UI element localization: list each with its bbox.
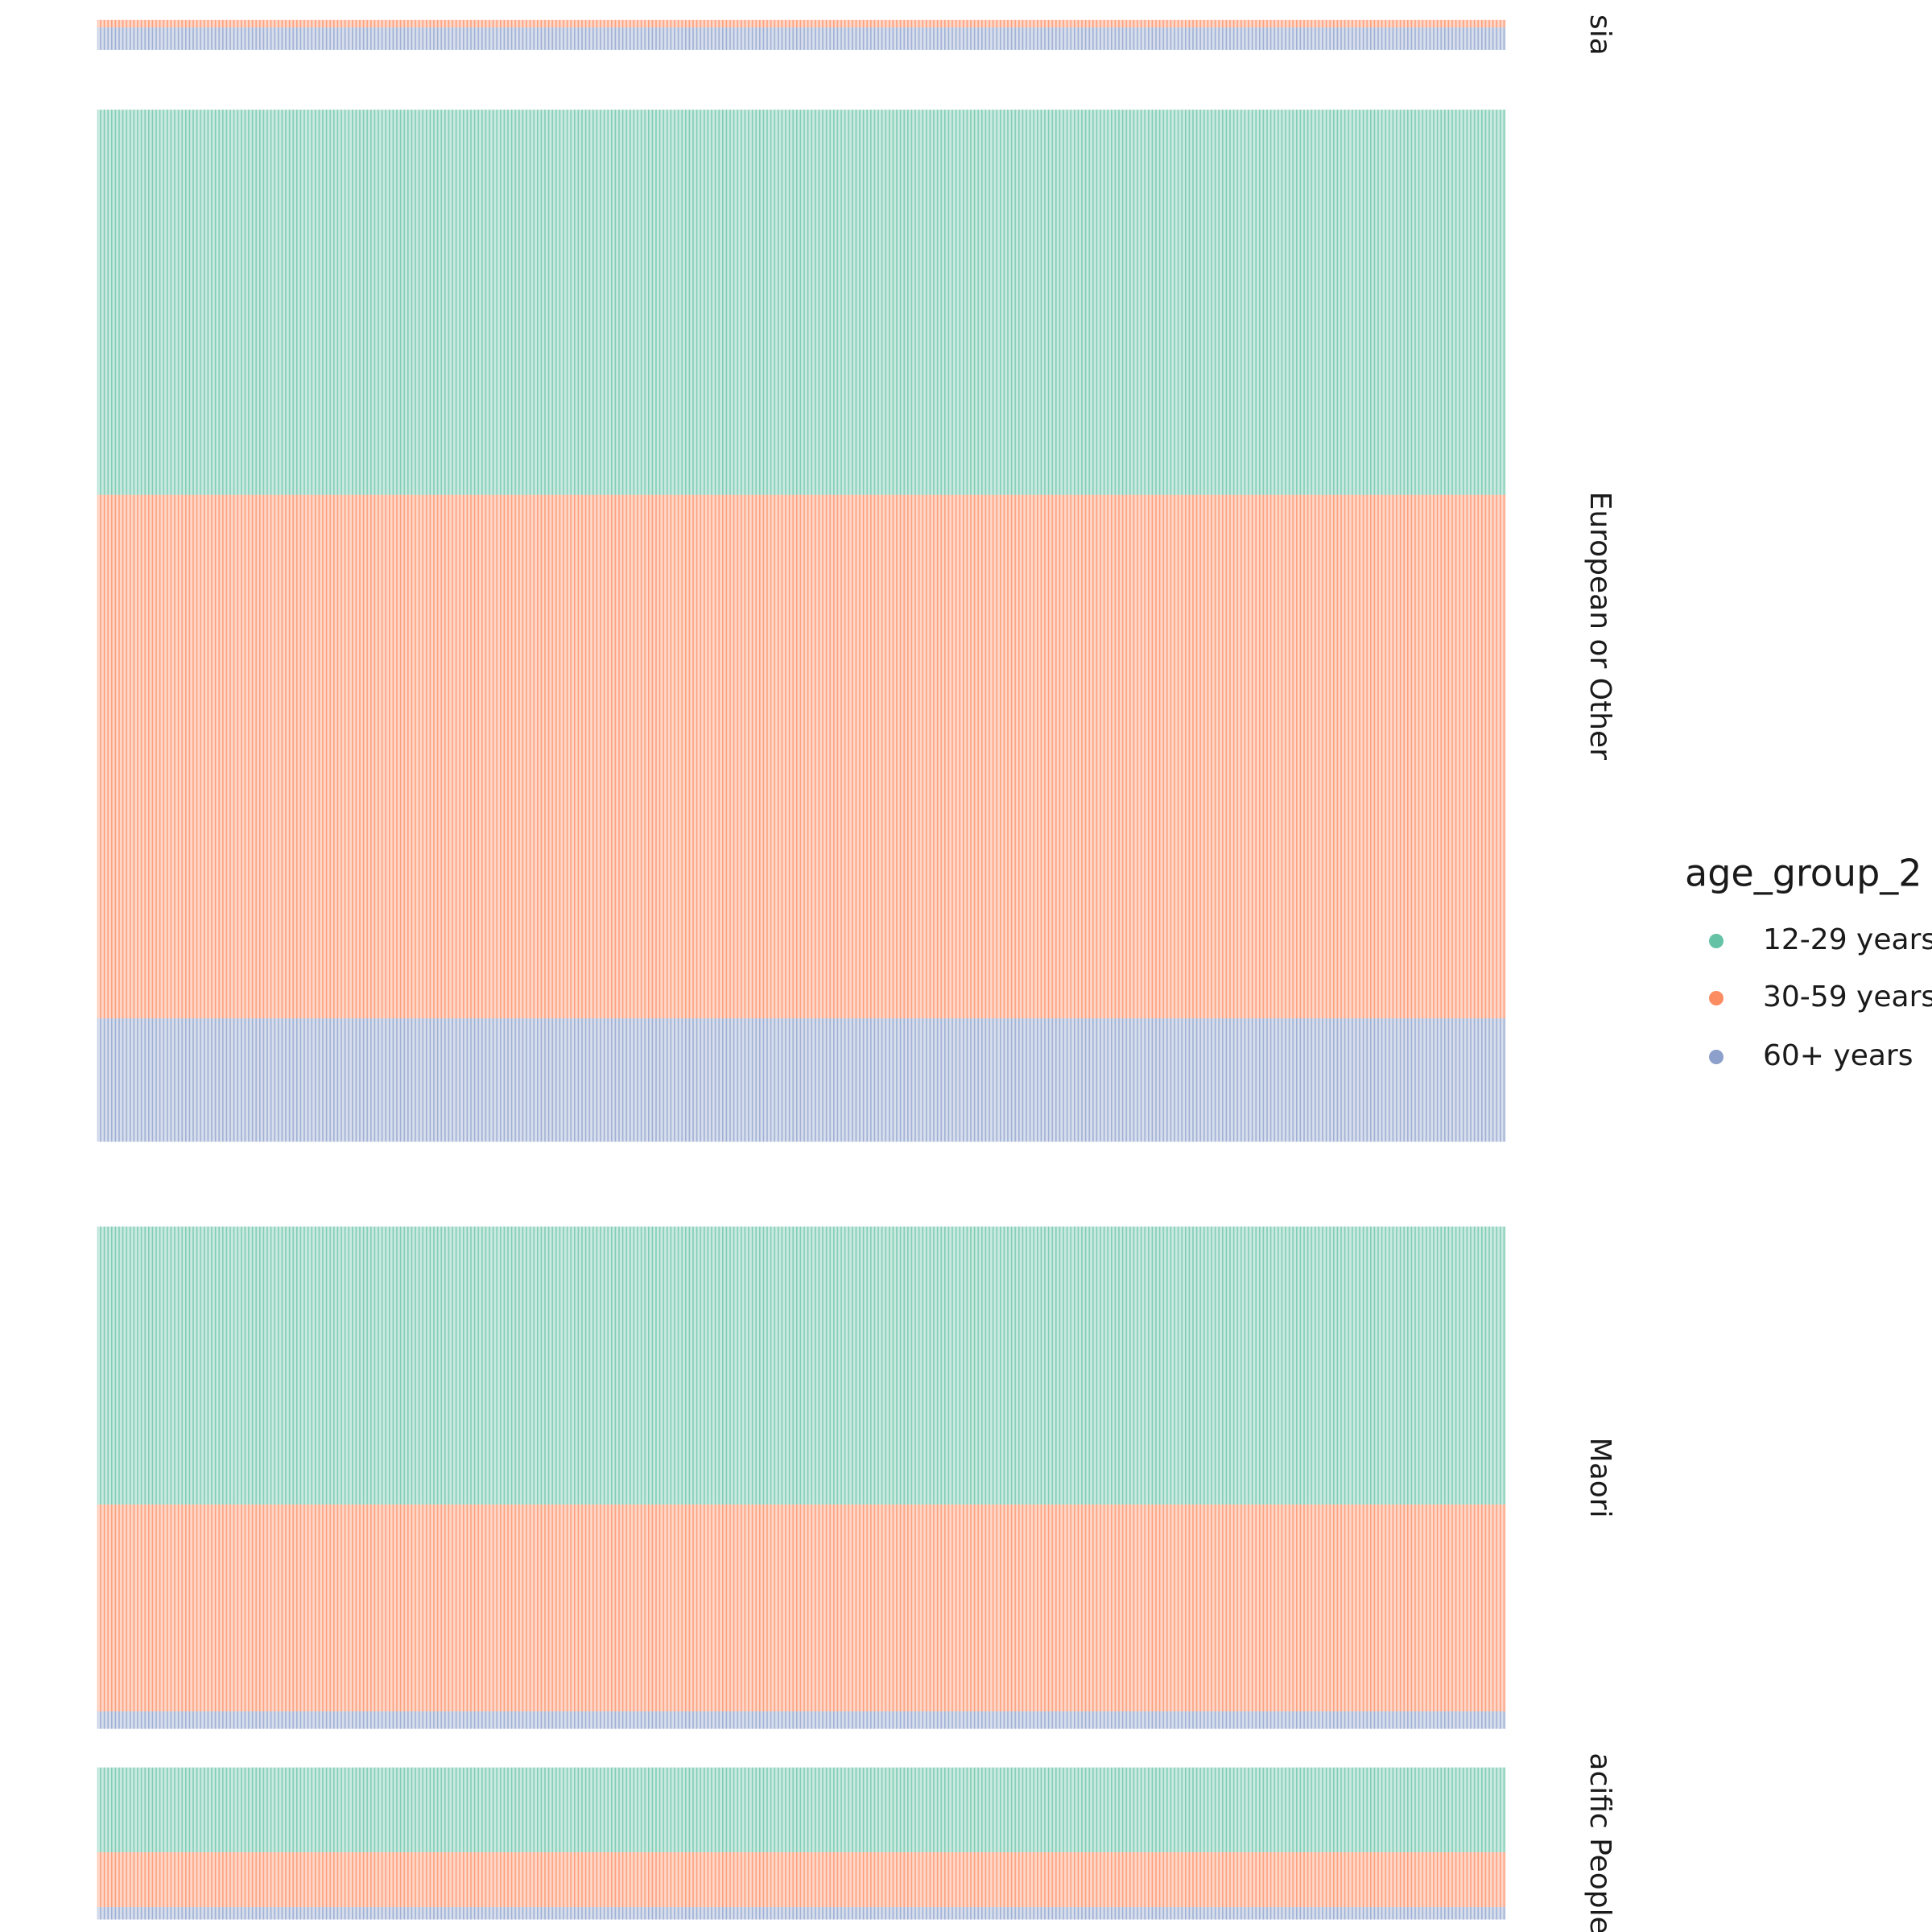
bar-segment — [97, 27, 1506, 50]
facet-label: Maori — [1583, 1438, 1616, 1518]
bar-segment — [97, 1852, 1506, 1908]
legend-label: 12-29 years — [1763, 923, 1932, 956]
legend-key — [1709, 991, 1724, 1005]
bar-segment — [97, 1226, 1506, 1505]
facet-label: sia — [1583, 14, 1616, 56]
bar-segment — [97, 1767, 1506, 1852]
legend-label: 30-59 years — [1763, 980, 1932, 1013]
legend-title: age_group_2 — [1685, 852, 1922, 895]
legend-label: 60+ years — [1763, 1039, 1913, 1072]
bar-segment — [97, 1711, 1506, 1729]
legend-key — [1709, 1050, 1724, 1064]
legend-key — [1709, 934, 1724, 948]
facet-label: acific People — [1583, 1752, 1616, 1932]
bar-segment — [97, 494, 1506, 1019]
facet-label: European or Other — [1583, 492, 1616, 761]
bar-segment — [97, 1504, 1506, 1711]
bar-segment — [97, 109, 1506, 495]
bar-segment — [97, 1907, 1506, 1920]
bar-segment — [97, 1018, 1506, 1142]
bar-segment — [97, 19, 1506, 28]
